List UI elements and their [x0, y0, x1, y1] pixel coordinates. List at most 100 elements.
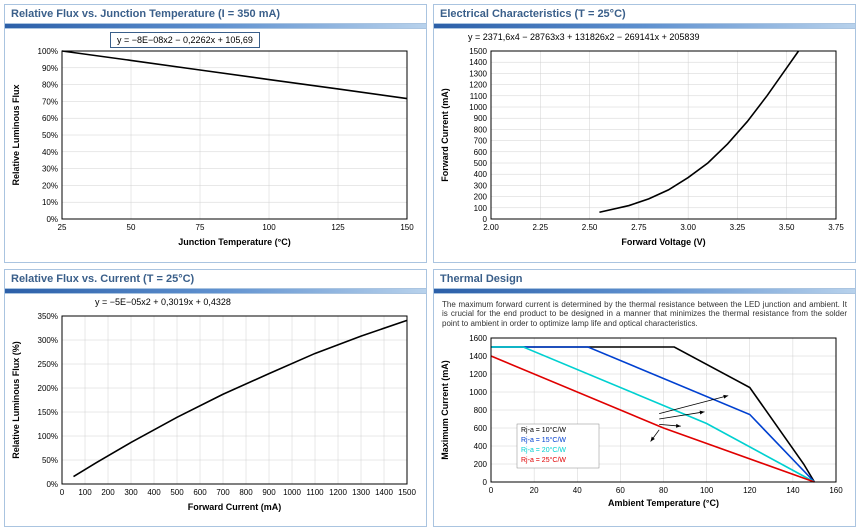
title-text: Relative Flux vs. Current (T = 25°C) [11, 273, 194, 285]
svg-text:600: 600 [474, 424, 488, 433]
chart-iv: 2.002.252.502.753.003.253.503.7501002003… [436, 31, 846, 249]
panel-title: Relative Flux vs. Current (T = 25°C) [5, 270, 426, 288]
panel-body: The maximum forward current is determine… [434, 294, 855, 527]
svg-text:100: 100 [474, 204, 488, 213]
thermal-body-text: The maximum forward current is determine… [436, 296, 853, 333]
panel-flux-current: Relative Flux vs. Current (T = 25°C) y =… [4, 269, 427, 528]
svg-text:1400: 1400 [469, 352, 487, 361]
svg-text:800: 800 [239, 488, 253, 497]
svg-text:2.50: 2.50 [582, 223, 598, 232]
svg-text:Rj-a = 15°C/W: Rj-a = 15°C/W [521, 436, 566, 444]
equation-box: y = −8E−08x2 − 0,2262x + 105,69 [110, 32, 260, 48]
svg-text:400: 400 [474, 442, 488, 451]
svg-text:500: 500 [170, 488, 184, 497]
svg-text:0: 0 [60, 488, 65, 497]
svg-text:1000: 1000 [469, 103, 487, 112]
svg-text:100: 100 [262, 223, 276, 232]
svg-text:1100: 1100 [470, 92, 488, 101]
svg-text:800: 800 [474, 125, 488, 134]
svg-text:10%: 10% [42, 198, 58, 207]
panel-title: Relative Flux vs. Junction Temperature (… [5, 5, 426, 23]
svg-text:20%: 20% [42, 181, 58, 190]
svg-text:100: 100 [78, 488, 92, 497]
svg-text:1500: 1500 [469, 47, 487, 56]
svg-text:1200: 1200 [469, 370, 487, 379]
svg-text:2.25: 2.25 [532, 223, 548, 232]
svg-text:Forward Current (mA): Forward Current (mA) [440, 88, 450, 182]
panel-title: Thermal Design [434, 270, 855, 288]
svg-text:Forward Voltage (V): Forward Voltage (V) [621, 237, 705, 247]
svg-text:Relative Luminous Flux (%): Relative Luminous Flux (%) [11, 341, 21, 459]
svg-text:400: 400 [147, 488, 161, 497]
svg-text:900: 900 [474, 114, 488, 123]
svg-text:350%: 350% [38, 312, 58, 321]
svg-text:0: 0 [483, 215, 488, 224]
svg-text:80%: 80% [42, 81, 58, 90]
svg-text:300%: 300% [38, 336, 58, 345]
svg-text:300: 300 [124, 488, 138, 497]
svg-text:50%: 50% [42, 131, 58, 140]
svg-text:1200: 1200 [329, 488, 347, 497]
svg-text:600: 600 [193, 488, 207, 497]
svg-text:100%: 100% [38, 432, 58, 441]
svg-text:50: 50 [127, 223, 136, 232]
svg-text:1000: 1000 [469, 388, 487, 397]
panel-body: y = −8E−08x2 − 0,2262x + 105,69 25507510… [5, 29, 426, 262]
svg-text:200: 200 [474, 460, 488, 469]
svg-text:Rj-a = 20°C/W: Rj-a = 20°C/W [521, 446, 566, 454]
svg-text:2.75: 2.75 [631, 223, 647, 232]
chart-thermal: 0204060801001201401600200400600800100012… [436, 332, 846, 510]
svg-text:100: 100 [700, 486, 714, 495]
svg-text:150%: 150% [38, 408, 58, 417]
svg-text:3.50: 3.50 [779, 223, 795, 232]
equation-text: y = 2371,6x4 − 28763x3 + 131826x2 − 2691… [468, 32, 699, 42]
svg-text:1300: 1300 [469, 69, 487, 78]
equation-text: y = −5E−05x2 + 0,3019x + 0,4328 [95, 297, 231, 307]
chart-flux-temp: 2550751001251500%10%20%30%40%50%60%70%80… [7, 31, 417, 249]
svg-text:250%: 250% [38, 360, 58, 369]
svg-text:Ambient Temperature (°C): Ambient Temperature (°C) [608, 498, 719, 508]
svg-text:100%: 100% [38, 47, 58, 56]
svg-text:Maximum Current (mA): Maximum Current (mA) [440, 361, 450, 461]
svg-text:1500: 1500 [398, 488, 416, 497]
svg-text:900: 900 [262, 488, 276, 497]
svg-text:0: 0 [483, 478, 488, 487]
panel-title: Electrical Characteristics (T = 25°C) [434, 5, 855, 23]
svg-text:80: 80 [659, 486, 668, 495]
svg-text:0: 0 [489, 486, 494, 495]
svg-text:400: 400 [474, 170, 488, 179]
panel-body: y = 2371,6x4 − 28763x3 + 131826x2 − 2691… [434, 29, 855, 262]
svg-text:1100: 1100 [306, 488, 324, 497]
svg-text:0%: 0% [46, 480, 58, 489]
panel-thermal: Thermal Design The maximum forward curre… [433, 269, 856, 528]
svg-text:75: 75 [196, 223, 205, 232]
svg-text:60%: 60% [42, 114, 58, 123]
svg-text:Forward Current (mA): Forward Current (mA) [188, 502, 282, 512]
svg-text:1400: 1400 [469, 58, 487, 67]
svg-text:Relative Luminous Flux: Relative Luminous Flux [11, 84, 21, 185]
svg-text:60: 60 [616, 486, 625, 495]
svg-text:500: 500 [474, 159, 488, 168]
panel-flux-temp: Relative Flux vs. Junction Temperature (… [4, 4, 427, 263]
svg-text:120: 120 [743, 486, 757, 495]
svg-text:125: 125 [331, 223, 345, 232]
svg-text:0%: 0% [46, 215, 58, 224]
svg-text:20: 20 [530, 486, 539, 495]
panel-body: y = −5E−05x2 + 0,3019x + 0,4328 01002003… [5, 294, 426, 527]
svg-text:3.25: 3.25 [730, 223, 746, 232]
svg-text:50%: 50% [42, 456, 58, 465]
svg-text:700: 700 [216, 488, 230, 497]
svg-text:Rj-a = 10°C/W: Rj-a = 10°C/W [521, 426, 566, 434]
chart-flux-current: 0100200300400500600700800900100011001200… [7, 296, 417, 514]
svg-text:3.75: 3.75 [828, 223, 844, 232]
svg-text:140: 140 [786, 486, 800, 495]
svg-text:1300: 1300 [352, 488, 370, 497]
panel-iv: Electrical Characteristics (T = 25°C) y … [433, 4, 856, 263]
svg-text:1200: 1200 [469, 81, 487, 90]
svg-text:Rj-a = 25°C/W: Rj-a = 25°C/W [521, 456, 566, 464]
svg-text:90%: 90% [42, 64, 58, 73]
svg-text:2.00: 2.00 [483, 223, 499, 232]
svg-text:3.00: 3.00 [680, 223, 696, 232]
svg-text:1600: 1600 [469, 334, 487, 343]
svg-text:1000: 1000 [283, 488, 301, 497]
